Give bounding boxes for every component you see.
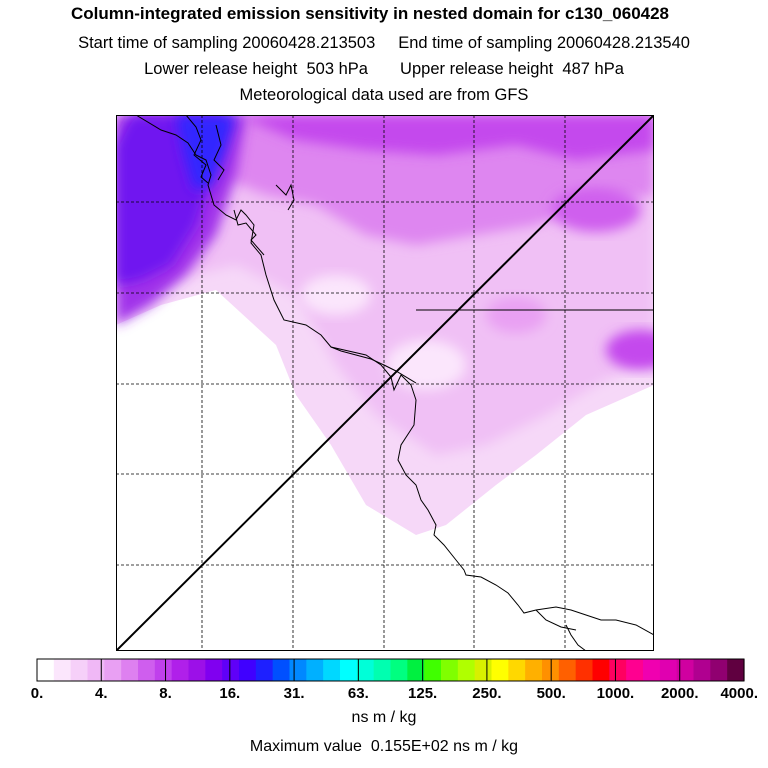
colorbar-swatch	[592, 659, 610, 681]
colorbar-swatch	[121, 659, 139, 681]
colorbar-tick-label: 4000.	[720, 685, 758, 702]
coastline-mainland	[135, 115, 654, 636]
colorbar-swatch	[138, 659, 156, 681]
colorbar-frame	[36, 658, 745, 682]
colorbar-swatch	[659, 659, 678, 681]
colorbar-swatch	[643, 659, 661, 681]
upper-release-value: 487 hPa	[562, 60, 624, 78]
coastline-island	[233, 209, 265, 256]
lower-release-value: 503 hPa	[306, 60, 368, 78]
maximum-value-label: Maximum value	[249, 738, 362, 755]
coastline-fragment	[275, 183, 295, 211]
start-time-value: 20060428.213503	[242, 34, 376, 52]
colorbar-swatch	[441, 659, 459, 681]
colorbar-swatch	[340, 659, 358, 681]
end-time-label: End time of sampling	[398, 34, 553, 52]
colorbar-swatch	[525, 659, 543, 681]
colorbar: 0. 4. 8. 16. 31. 63. 125. 250. 500. 1000. 2000. 400…	[31, 658, 758, 702]
colorbar-swatch	[727, 659, 745, 681]
colorbar-swatch	[676, 659, 695, 681]
coastline-fragment	[535, 609, 577, 631]
colorbar-swatch	[626, 659, 644, 681]
colorbar-tick-label: 500.	[537, 685, 566, 702]
end-time-value: 20060428.213540	[556, 34, 690, 52]
colorbar-tick-label: 125.	[408, 685, 437, 702]
lower-release-label: Lower release height	[144, 60, 298, 78]
sensitivity-map	[116, 115, 654, 651]
colorbar-swatch	[53, 659, 72, 681]
colorbar-swatch	[491, 659, 509, 681]
colorbar-swatch	[205, 659, 223, 681]
colorbar-tick-label: 31.	[284, 685, 305, 702]
colorbar-swatch	[272, 659, 291, 681]
colorbar-swatch	[171, 659, 190, 681]
colorbar-swatch	[693, 659, 711, 681]
map-frame	[116, 115, 654, 651]
colorbar-swatch	[474, 659, 493, 681]
colorbar-tick-label: 0.	[31, 685, 44, 702]
colorbar-swatch	[222, 659, 240, 681]
colorbar-swatch	[575, 659, 594, 681]
coastline-inlet	[185, 115, 209, 184]
colorbar-swatch	[356, 659, 375, 681]
maximum-value-units: ns m / kg	[453, 738, 519, 755]
colorbar-swatch	[289, 659, 307, 681]
colorbar-swatch	[37, 659, 55, 681]
release-heights: Lower release height 503 hPa Upper relea…	[0, 60, 768, 79]
colorbar-tick-label: 250.	[472, 685, 501, 702]
met-data-note: Meteorological data used are from GFS	[239, 86, 529, 104]
sensitivity-level-3	[136, 115, 654, 245]
graticule	[116, 115, 654, 651]
colorbar-swatch	[154, 659, 173, 681]
colorbar-swatch	[457, 659, 476, 681]
colorbar-swatch	[424, 659, 442, 681]
sensitivity-level-4	[236, 115, 654, 160]
colorbar-tick-label: 4.	[95, 685, 108, 702]
coastline-inlet	[213, 124, 225, 181]
sensitivity-mid-patch	[486, 297, 546, 333]
colorbar-swatch	[508, 659, 526, 681]
colorbar-tick-label: 63.	[348, 685, 369, 702]
start-time-label: Start time of sampling	[78, 34, 238, 52]
plot-title: Column-integrated emission sensitivity i…	[70, 4, 670, 23]
colorbar-swatch	[323, 659, 341, 681]
sensitivity-right-bump	[606, 330, 654, 370]
colorbar-tick-label: 2000.	[661, 685, 699, 702]
sensitivity-right-upper	[551, 188, 641, 232]
colorbar-swatch	[188, 659, 206, 681]
sensitivity-field	[116, 115, 654, 535]
colorbar-swatches	[37, 659, 745, 681]
colorbar-ticks	[100, 659, 681, 681]
colorbar-tick-label: 16.	[219, 685, 240, 702]
colorbar-swatch	[87, 659, 105, 681]
colorbar-swatch	[70, 659, 89, 681]
colorbar-swatch	[239, 659, 257, 681]
sensitivity-blue-max	[176, 115, 236, 190]
colorbar-swatch	[306, 659, 324, 681]
colorbar-labels: 0. 4. 8. 16. 31. 63. 125. 250. 500. 1000. 2000. 400…	[31, 685, 758, 702]
diagonal-reference-line	[116, 115, 654, 651]
coastline-fragment	[565, 624, 587, 651]
colorbar-swatch	[255, 659, 274, 681]
colorbar-tick-label: 8.	[159, 685, 172, 702]
upper-release-label: Upper release height	[400, 60, 554, 78]
sampling-times: Start time of sampling 20060428.213503 E…	[0, 34, 768, 53]
colorbar-swatch	[710, 659, 728, 681]
colorbar-swatch	[407, 659, 425, 681]
colorbar-tick-label: 1000.	[597, 685, 635, 702]
colorbar-swatch	[558, 659, 577, 681]
colorbar-swatch	[390, 659, 408, 681]
maximum-value: Maximum value 0.155E+02 ns m / kg	[0, 738, 768, 756]
maximum-value-number: 0.155E+02	[370, 738, 449, 755]
colorbar-swatch	[104, 659, 122, 681]
sensitivity-light-patch	[301, 275, 371, 315]
colorbar-swatch	[373, 659, 392, 681]
colorbar-swatch	[609, 659, 627, 681]
colorbar-units: ns m / kg	[351, 709, 417, 726]
